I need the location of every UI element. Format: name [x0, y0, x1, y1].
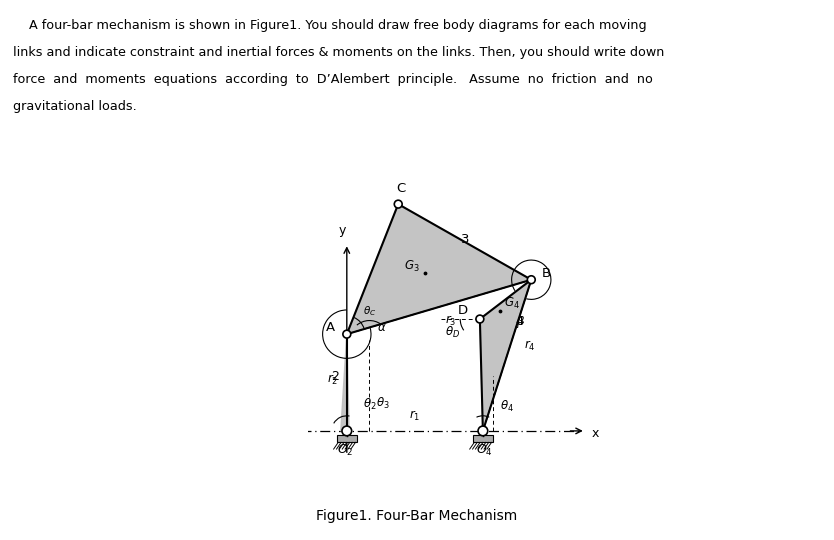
Text: $r_4$: $r_4$	[524, 339, 535, 353]
Text: $\theta_D$: $\theta_D$	[445, 325, 460, 340]
Bar	[473, 435, 493, 442]
Text: links and indicate constraint and inertial forces & moments on the links. Then, : links and indicate constraint and inerti…	[13, 46, 664, 59]
Circle shape	[394, 200, 402, 208]
Text: A: A	[325, 321, 334, 334]
Text: $r_2$: $r_2$	[327, 373, 339, 387]
Text: $\alpha$: $\alpha$	[377, 321, 387, 334]
Text: force  and  moments  equations  according  to  D’Alembert  principle.   Assume  : force and moments equations according to…	[13, 73, 652, 86]
Text: $r_3$: $r_3$	[445, 314, 456, 328]
Bar	[337, 435, 357, 442]
Text: $r_1$: $r_1$	[409, 409, 420, 423]
Text: 4: 4	[515, 315, 524, 328]
Circle shape	[343, 330, 351, 338]
Text: $O_4$: $O_4$	[476, 443, 493, 458]
Text: B: B	[542, 267, 551, 280]
Text: $\theta_3$: $\theta_3$	[375, 396, 389, 411]
Text: $O_2$: $O_2$	[337, 443, 354, 458]
Text: $G_4$: $G_4$	[504, 296, 520, 311]
Text: Figure1. Four-Bar Mechanism: Figure1. Four-Bar Mechanism	[316, 509, 518, 523]
Text: x: x	[592, 428, 599, 441]
Polygon shape	[480, 280, 531, 431]
Text: 2: 2	[331, 369, 339, 382]
Text: A four-bar mechanism is shown in Figure1. You should draw free body diagrams for: A four-bar mechanism is shown in Figure1…	[13, 19, 646, 32]
Text: gravitational loads.: gravitational loads.	[13, 100, 136, 113]
Polygon shape	[341, 334, 349, 431]
Text: C: C	[397, 182, 406, 195]
Text: 3: 3	[460, 233, 469, 246]
Polygon shape	[347, 204, 531, 334]
Text: $G_3$: $G_3$	[404, 259, 420, 274]
Text: $\theta_C$: $\theta_C$	[364, 305, 377, 318]
Circle shape	[342, 426, 352, 436]
Text: y: y	[339, 225, 346, 238]
Text: $\beta$: $\beta$	[516, 314, 525, 330]
Circle shape	[476, 315, 484, 323]
Text: $\theta_2$: $\theta_2$	[364, 397, 377, 413]
Text: $\theta_4$: $\theta_4$	[500, 399, 514, 414]
Circle shape	[478, 426, 488, 436]
Circle shape	[527, 276, 535, 284]
Text: D: D	[458, 305, 468, 318]
